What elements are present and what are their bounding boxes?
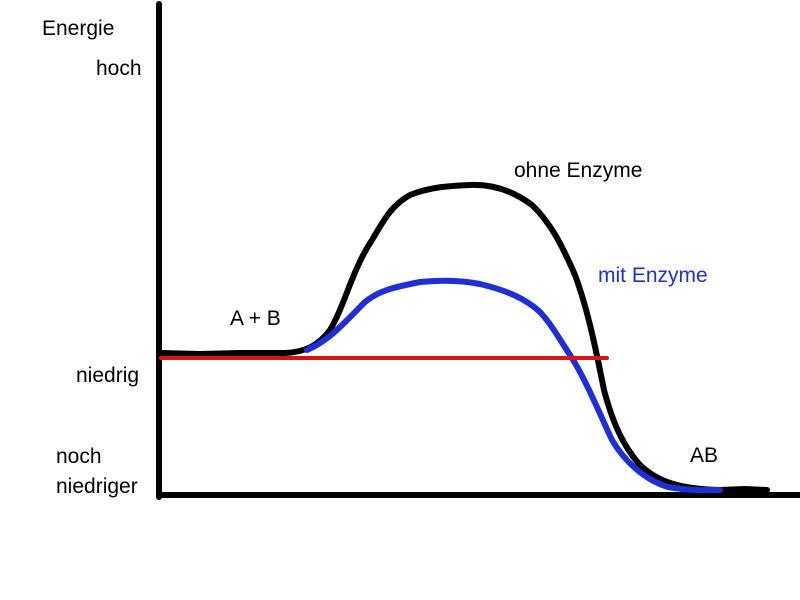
level-lower-label-line2: niedriger — [56, 475, 138, 498]
y-axis-title: Energie — [42, 17, 115, 40]
level-lower-label-line1: noch — [56, 445, 102, 468]
without-enzyme-label: ohne Enzyme — [514, 159, 643, 182]
level-high-label: hoch — [96, 57, 142, 80]
product-label: AB — [690, 444, 719, 467]
reactants-label: A + B — [230, 307, 281, 330]
with-enzyme-label: mit Enzyme — [598, 264, 708, 287]
curve-with-enzyme — [304, 277, 723, 494]
curve-without-enzyme — [158, 181, 770, 493]
level-low-label: niedrig — [76, 364, 140, 387]
